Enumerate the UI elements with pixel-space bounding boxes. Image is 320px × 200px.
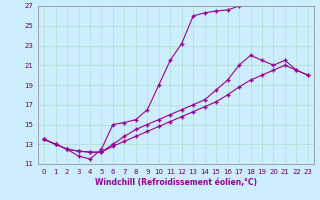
X-axis label: Windchill (Refroidissement éolien,°C): Windchill (Refroidissement éolien,°C) (95, 178, 257, 187)
